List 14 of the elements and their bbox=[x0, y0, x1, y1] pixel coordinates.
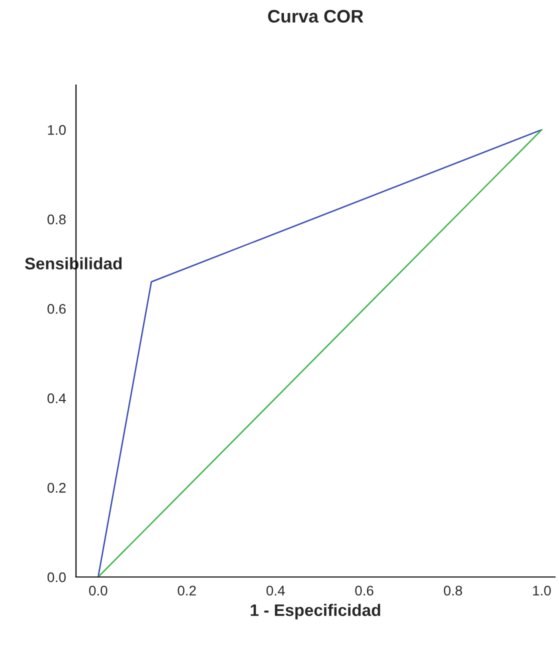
y-tick-label: 0.6 bbox=[48, 304, 66, 314]
y-tick-label: 0.8 bbox=[48, 214, 66, 224]
y-tick-label: 0.2 bbox=[48, 482, 66, 493]
x-tick-label: 0.8 bbox=[444, 586, 462, 596]
x-tick-label: 1.0 bbox=[533, 586, 551, 596]
x-tick-label: 0.6 bbox=[355, 586, 374, 596]
y-tick-label: 1.0 bbox=[48, 125, 66, 135]
y-tick-label: 0.0 bbox=[48, 572, 66, 582]
x-tick-label: 0.2 bbox=[178, 586, 196, 596]
x-tick-label: 0.0 bbox=[89, 586, 108, 596]
y-tick-label: 0.4 bbox=[48, 393, 66, 404]
x-tick-label: 0.4 bbox=[266, 586, 285, 596]
chart-title: Curva COR bbox=[268, 10, 364, 23]
x-axis-title: 1 - Especificidad bbox=[250, 604, 380, 620]
